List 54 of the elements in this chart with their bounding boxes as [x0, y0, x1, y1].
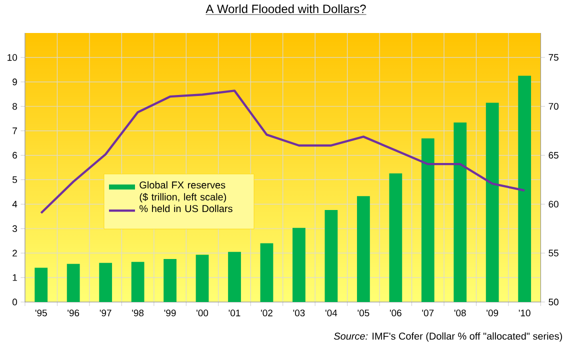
x-tick-label: '09	[486, 310, 498, 316]
chart-title: A World Flooded with Dollars?	[206, 4, 366, 14]
y2-tick-label: 75	[548, 54, 558, 61]
x-tick-label: '99	[164, 310, 176, 316]
legend-label: % held in US Dollars	[140, 204, 232, 212]
x-tick-label: '10	[518, 310, 530, 316]
x-tick-label: '08	[454, 310, 466, 316]
bar	[518, 76, 532, 302]
y-tick-label: 1	[12, 274, 17, 281]
x-tick-label: '97	[100, 310, 112, 316]
bar	[99, 262, 112, 302]
x-tick-label: '05	[358, 310, 370, 316]
line-series	[40, 90, 526, 214]
bar	[164, 258, 176, 302]
bar	[292, 228, 306, 302]
x-tick-label: '02	[261, 310, 272, 316]
y2-tick-label: 55	[548, 250, 558, 256]
y-tick-label: 0	[12, 298, 18, 306]
x-tick-label: '07	[422, 310, 434, 316]
y2-tick-label: 70	[548, 103, 558, 110]
y-tick-label: 5	[12, 176, 18, 184]
bar	[260, 243, 274, 302]
bar	[196, 254, 209, 302]
text: Source: IMF's Cofer (Dollar % off "allocated" series)	[334, 332, 562, 342]
bar	[356, 196, 370, 302]
bar	[131, 262, 144, 302]
y-tick-label: 3	[12, 225, 17, 232]
x-tick-label: '96	[68, 310, 80, 316]
bar	[66, 264, 80, 302]
y-tick-label: 4	[12, 200, 18, 208]
y2-tick-label: 65	[548, 152, 558, 159]
x-tick-label: '04	[326, 310, 338, 316]
bar	[389, 173, 402, 302]
bar	[228, 252, 241, 302]
y-tick-label: 7	[12, 128, 17, 134]
x-tick-label: '95	[35, 310, 47, 316]
x-tick-label: '03	[293, 310, 305, 316]
y-tick-label: 6	[12, 152, 17, 159]
bar	[454, 122, 467, 302]
y-tick-label: 2	[12, 250, 17, 256]
x-tick-label: '00	[196, 310, 208, 316]
x-tick-label: '01	[228, 310, 240, 316]
y-tick-label: 9	[12, 78, 17, 86]
x-tick-label: '06	[390, 310, 402, 316]
bar	[34, 268, 48, 302]
legend-label: Global FX reserves ($ trillion, left scale)	[140, 181, 226, 202]
x-tick-label: '98	[132, 310, 144, 316]
y-tick-label: 10	[8, 54, 18, 61]
y-tick-label: 8	[12, 103, 17, 110]
y2-tick-label: 50	[548, 298, 558, 306]
bar	[324, 210, 338, 302]
bar	[486, 102, 499, 302]
bar	[421, 138, 434, 302]
y2-tick-label: 60	[548, 200, 558, 208]
